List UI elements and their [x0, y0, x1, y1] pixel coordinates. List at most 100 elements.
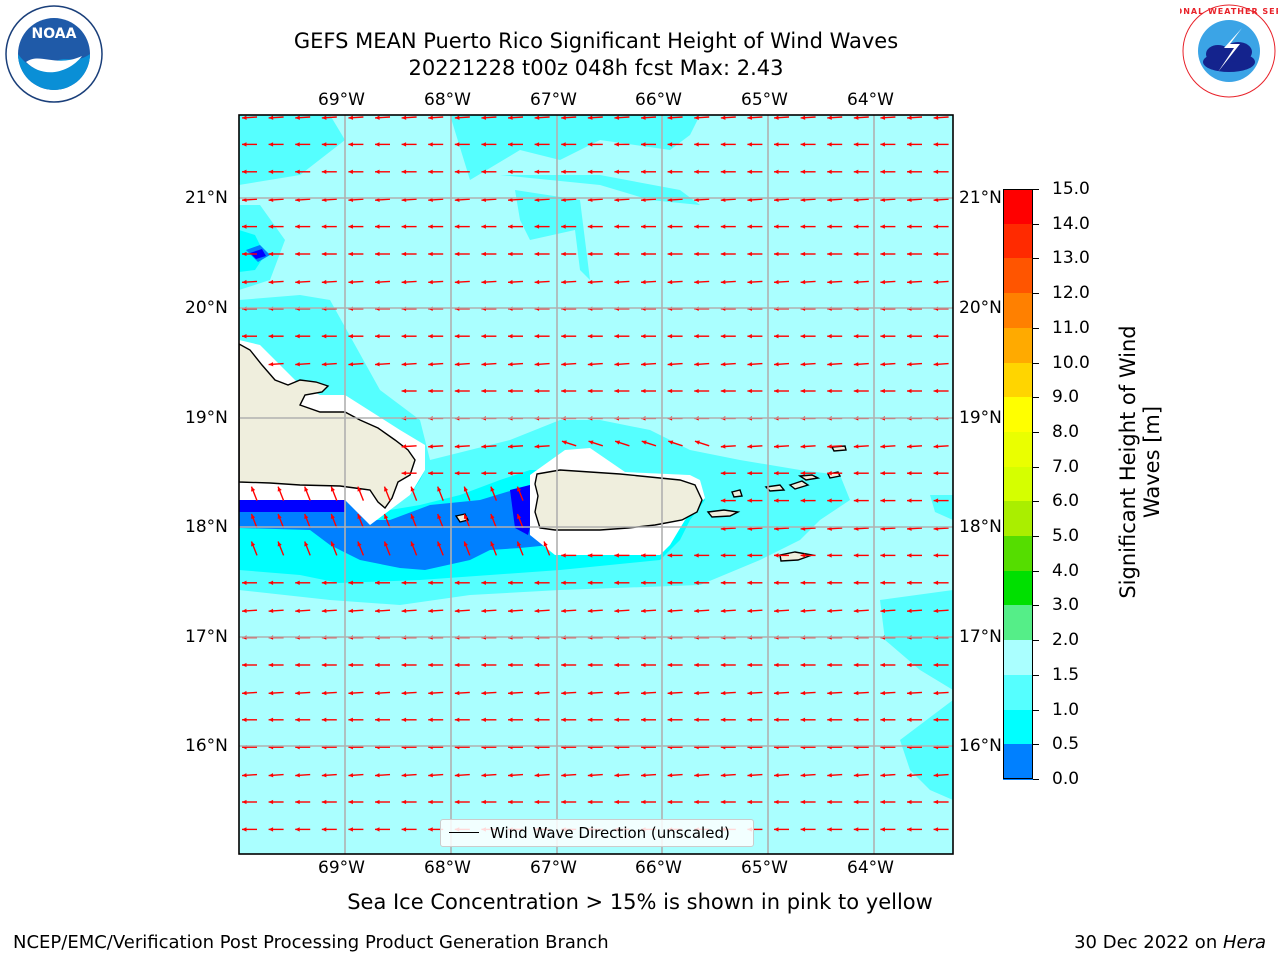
wave-arrow-head [747, 362, 753, 367]
wave-arrow-head [508, 690, 513, 696]
wave-arrow-head [614, 142, 619, 147]
wave-arrow-head [384, 514, 389, 520]
wave-arrow-head [827, 279, 832, 285]
colorbar-label: 12.0 [1052, 283, 1090, 304]
svg-text:NOAA: NOAA [32, 26, 77, 42]
wave-arrow-head [853, 662, 859, 668]
wave-arrow-head [800, 279, 806, 285]
lon-label-top-66w: 66°W [635, 90, 682, 110]
wave-arrow-head [268, 690, 274, 696]
wave-arrow-head [428, 471, 433, 476]
colorbar-tick [1033, 744, 1039, 746]
wave-arrow-head [800, 717, 806, 722]
colorbar-label: 5.0 [1052, 526, 1080, 547]
wave-arrow-head [454, 773, 460, 778]
wave-arrow-head [454, 444, 460, 449]
wave-arrow-head [428, 334, 433, 339]
wave-arrow-head [694, 388, 699, 394]
wave-arrow-head [641, 580, 646, 585]
wave-arrow-head [907, 690, 912, 696]
colorbar-bin [1003, 362, 1033, 398]
wave-arrow-head [880, 662, 885, 668]
wave-arrow-head [428, 662, 433, 668]
wave-arrow-head [481, 773, 487, 778]
colorbar [1003, 189, 1033, 780]
wave-arrow-head [827, 553, 832, 558]
wave-arrow-head [907, 773, 912, 778]
wave-arrow-head [321, 580, 327, 585]
wave-arrow-head [907, 471, 912, 476]
wave-arrow-head [321, 662, 327, 668]
wave-arrow-head [463, 541, 468, 547]
wave-arrow-head [853, 224, 859, 229]
wave-arrow-head [304, 514, 309, 520]
colorbar-tick [1033, 189, 1039, 190]
wave-arrow-head [321, 773, 327, 778]
wave-arrow-head [428, 444, 433, 449]
wave-arrow-head [880, 553, 885, 558]
map-gridlines [239, 115, 953, 854]
wave-arrow-head [454, 279, 460, 285]
wave-arrow-head [907, 279, 912, 285]
wave-arrow-head [242, 662, 247, 668]
legend-label: Wind Wave Direction (unscaled) [490, 824, 730, 842]
colorbar-label: 14.0 [1052, 213, 1090, 234]
wave-arrow-head [774, 444, 779, 449]
wave-arrow-head [720, 690, 726, 696]
wave-arrow-head [907, 142, 912, 147]
wave-arrow-head [853, 717, 859, 722]
svg-text:NATIONAL WEATHER SERVICE: NATIONAL WEATHER SERVICE [1180, 7, 1278, 16]
wave-arrow-head [268, 773, 274, 778]
wave-arrow-head [401, 115, 407, 120]
wave-arrow-head [304, 486, 309, 492]
wave-arrow-head [481, 608, 487, 614]
wave-arrow-head [401, 717, 407, 722]
wave-arrow-head [348, 142, 353, 147]
wave-arrow-head [720, 580, 726, 585]
lon-label-top-67w: 67°W [530, 90, 577, 110]
wave-arrow-head [880, 498, 885, 503]
wave-arrow-head [517, 541, 522, 547]
wave-arrow-head [587, 717, 593, 722]
wave-arrow-head [747, 799, 752, 805]
wave-arrow-head [880, 142, 885, 147]
colorbar-tick [1033, 605, 1039, 607]
wave-arrow-head [800, 444, 806, 449]
wave-arrow-head [454, 580, 460, 585]
colorbar-tick [1033, 431, 1039, 433]
wave-arrow-head [321, 251, 327, 257]
wave-arrow-head [747, 662, 752, 668]
wave-arrow-head [481, 251, 486, 257]
wave-arrow-head [534, 142, 540, 147]
wave-arrow-head [454, 169, 460, 174]
wave-arrow-head [401, 773, 407, 778]
wave-arrow-head [641, 251, 646, 257]
wave-arrow-head [508, 580, 513, 585]
wave-arrow-head [375, 608, 380, 614]
wave-arrow-head [357, 486, 362, 492]
wave-arrow-head [508, 388, 513, 394]
colorbar-label: 0.0 [1052, 769, 1080, 789]
wave-arrow-head [614, 690, 620, 696]
wave-arrow-head [268, 580, 274, 585]
colorbar-tick-labels: 15.0 14.0 13.0 12.0 11.0 10.0 9.0 8.0 7.0 6.0 5.0 4… [1033, 179, 1113, 789]
colorbar-label: 1.5 [1052, 664, 1080, 685]
wave-arrow-head [853, 773, 859, 778]
wave-arrow-head [667, 224, 673, 229]
wave-arrow-head [880, 799, 885, 805]
wave-arrow-head [827, 251, 832, 257]
wave-arrow-head [907, 553, 912, 558]
wave-arrow-head [933, 799, 939, 805]
wave-arrow-head [694, 580, 699, 585]
wave-arrow-head [720, 334, 726, 339]
wave-arrow-head [800, 334, 806, 339]
wave-arrow-head [401, 690, 407, 696]
wave-arrow-head [933, 608, 939, 614]
wave-arrow-head [587, 662, 593, 668]
wave-arrow-head [587, 799, 593, 805]
wave-arrow-head [641, 388, 646, 394]
wave-arrow-head [534, 608, 540, 614]
wave-arrow-head [375, 799, 380, 805]
wave-arrow-head [614, 362, 620, 367]
wave-arrow-head [428, 388, 433, 394]
